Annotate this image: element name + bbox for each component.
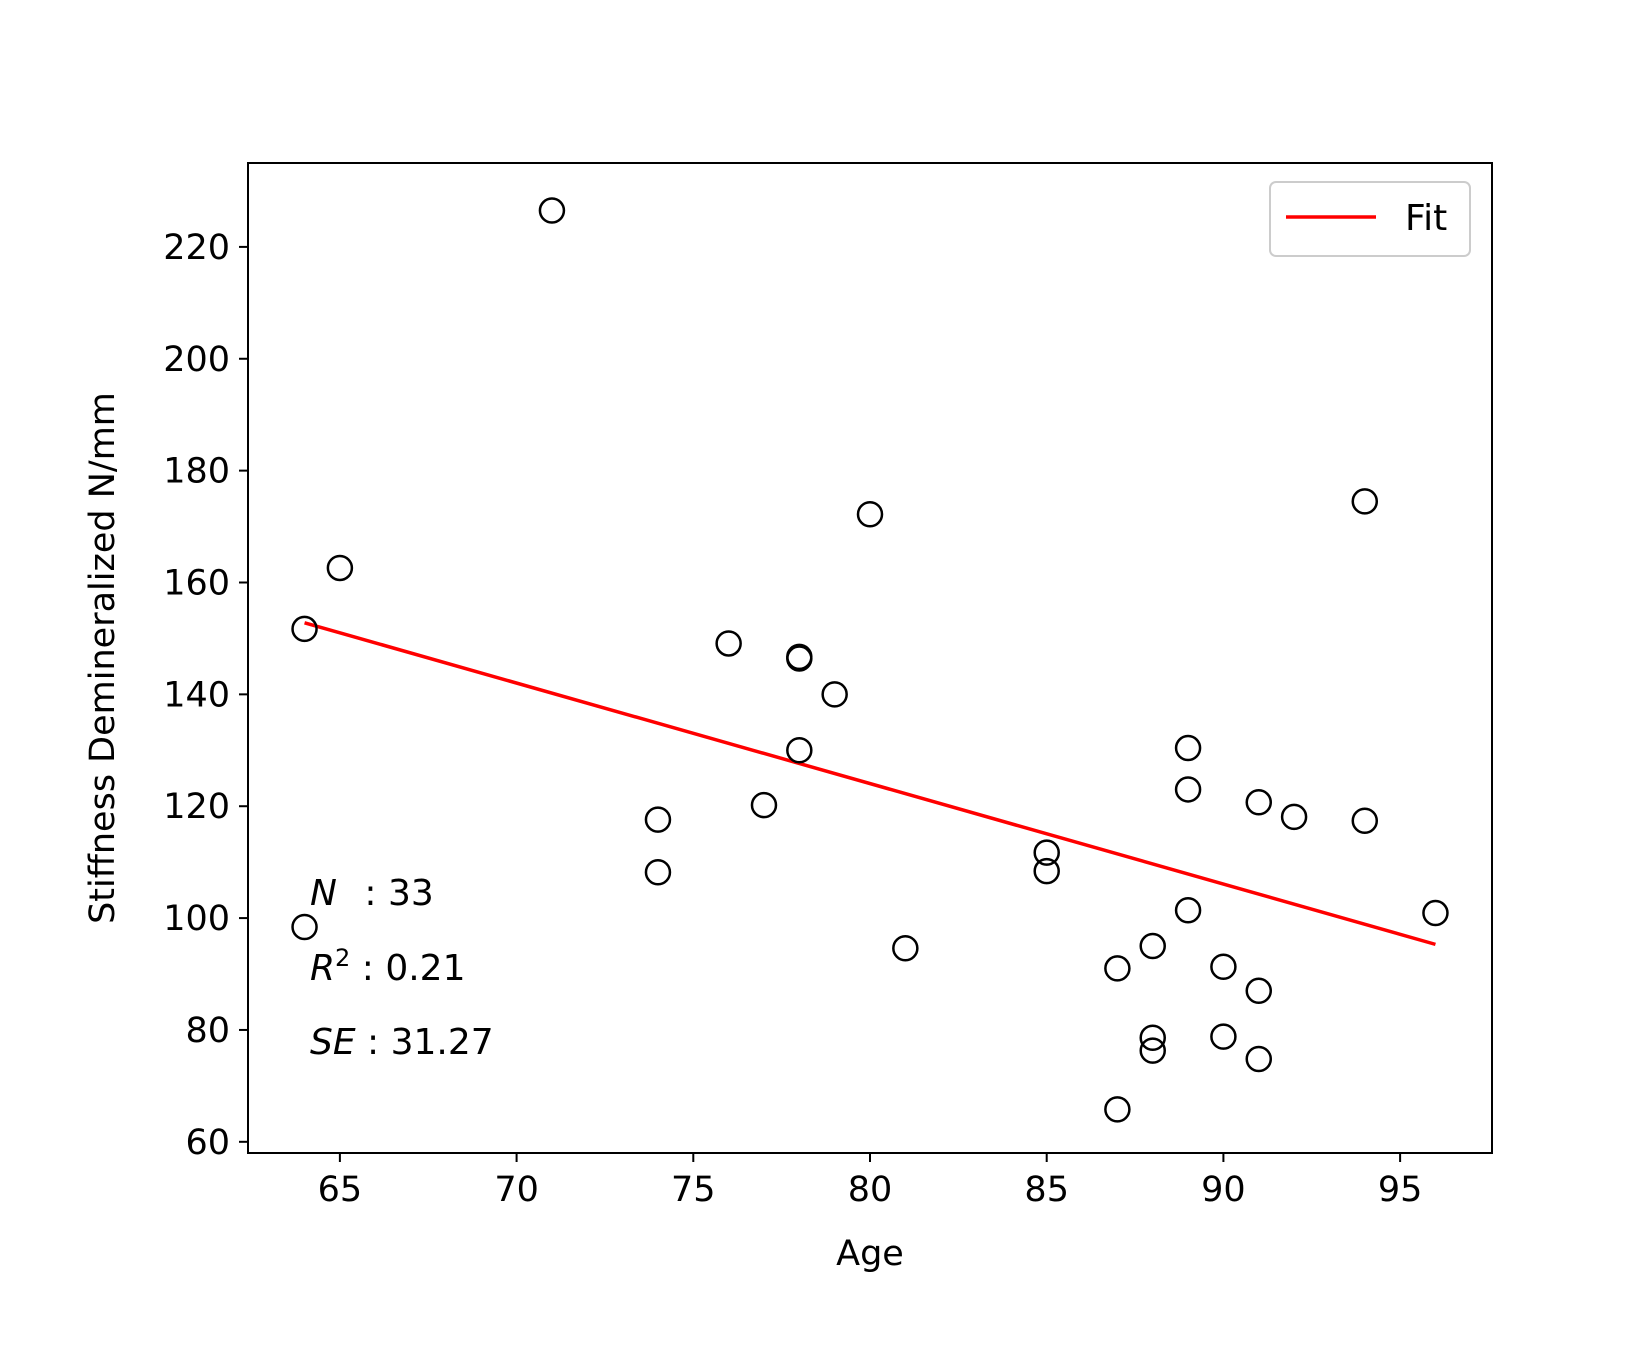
se-label: SE (310, 1022, 356, 1063)
data-point (1174, 776, 1202, 803)
fit-layer (304, 621, 1436, 947)
r2-label: R (310, 948, 335, 989)
data-point (750, 791, 778, 819)
data-point (1280, 803, 1308, 831)
y-tick-label: 120 (163, 787, 230, 827)
data-point (892, 935, 919, 962)
fit-line (304, 621, 1436, 947)
data-point (786, 737, 813, 764)
r2-superscript: 2 (335, 944, 350, 972)
data-point (1245, 977, 1272, 1005)
data-point (1104, 955, 1131, 982)
data-point (291, 913, 318, 941)
legend: Fit (1269, 181, 1471, 257)
n-stat: N : 33 (310, 873, 434, 914)
y-tick-label: 160 (163, 563, 230, 603)
y-axis: 60 80 100 120 140 160 180 200 220 (163, 228, 248, 1163)
y-axis-label: Stiffness Demineralized N/mm (83, 392, 123, 924)
y-tick-label: 140 (163, 675, 230, 715)
data-point (644, 858, 672, 886)
x-tick-label: 80 (848, 1170, 893, 1210)
data-point (1033, 839, 1060, 866)
r2-stat: R2 : 0.21 (310, 944, 465, 989)
y-tick-label: 80 (185, 1011, 230, 1051)
x-axis-label: Age (836, 1234, 904, 1274)
y-tick-label: 200 (163, 340, 230, 380)
n-label: N (310, 873, 337, 914)
se-value: : 31.27 (356, 1022, 494, 1063)
y-tick-label: 220 (163, 228, 230, 268)
data-point (1422, 899, 1449, 927)
data-point (291, 615, 318, 643)
data-point (1033, 857, 1060, 885)
data-point (1245, 789, 1272, 816)
x-tick-label: 75 (671, 1170, 716, 1210)
legend-box (1269, 181, 1471, 257)
data-point (856, 501, 884, 528)
data-point (821, 681, 848, 708)
y-tick-label: 60 (185, 1123, 230, 1163)
data-point (1139, 1037, 1166, 1064)
n-value: : 33 (353, 873, 434, 914)
data-point (644, 806, 672, 833)
x-axis: 65 70 75 80 85 90 95 (318, 1153, 1423, 1210)
data-point (1351, 488, 1379, 515)
data-point (1245, 1045, 1272, 1073)
x-tick-label: 70 (494, 1170, 539, 1210)
data-point (715, 630, 742, 657)
data-point (538, 197, 566, 224)
x-tick-label: 90 (1201, 1170, 1246, 1210)
data-point (1210, 953, 1237, 980)
data-point (326, 554, 354, 582)
data-point (1139, 932, 1166, 960)
x-tick-label: 95 (1378, 1170, 1423, 1210)
data-point (1351, 807, 1379, 835)
stats-annotation: N : 33 R2 : 0.21 SE : 31.27 (310, 873, 494, 1063)
data-point (1104, 1096, 1131, 1123)
legend-fit-label: Fit (1405, 198, 1447, 239)
se-stat: SE : 31.27 (310, 1022, 494, 1063)
data-point (786, 645, 813, 672)
r2-value: : 0.21 (350, 948, 465, 989)
data-point (1210, 1023, 1237, 1050)
data-point (1139, 1024, 1166, 1052)
data-point (1174, 734, 1202, 762)
y-tick-label: 180 (163, 452, 230, 492)
x-tick-label: 85 (1024, 1170, 1069, 1210)
y-tick-label: 100 (163, 899, 230, 939)
points-layer (291, 197, 1449, 1123)
x-tick-label: 65 (318, 1170, 363, 1210)
data-point (1174, 897, 1202, 924)
